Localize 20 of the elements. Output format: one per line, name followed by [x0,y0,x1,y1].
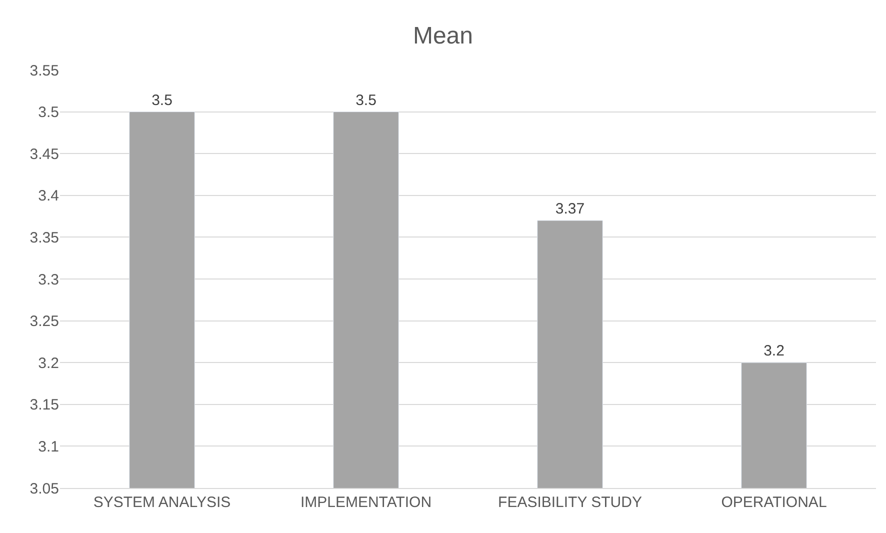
y-tick-label: 3.55 [30,62,59,80]
y-tick-label: 3.3 [38,271,59,288]
y-tick-label: 3.1 [38,438,59,456]
y-tick-label: 3.15 [30,396,59,414]
y-tick-label: 3.2 [38,354,59,372]
y-tick-label: 3.05 [30,480,59,498]
chart-title: Mean [412,22,474,50]
x-tick-label: SYSTEM ANALYSIS [93,494,231,511]
y-tick-label: 3.5 [38,104,59,122]
y-tick-label: 3.35 [30,229,59,246]
x-tick-label: IMPLEMENTATION [300,494,432,511]
y-tick-label: 3.4 [38,188,59,205]
y-tick-label: 3.25 [30,313,59,330]
data-label: 3.5 [152,92,172,109]
y-tick-label: 3.45 [30,146,59,163]
data-label: 3.2 [764,342,784,360]
x-tick-label: OPERATIONAL [721,494,827,511]
data-label: 3.37 [555,200,585,218]
x-tick-label: FEASIBILITY STUDY [498,494,642,511]
data-label: 3.5 [356,92,376,109]
